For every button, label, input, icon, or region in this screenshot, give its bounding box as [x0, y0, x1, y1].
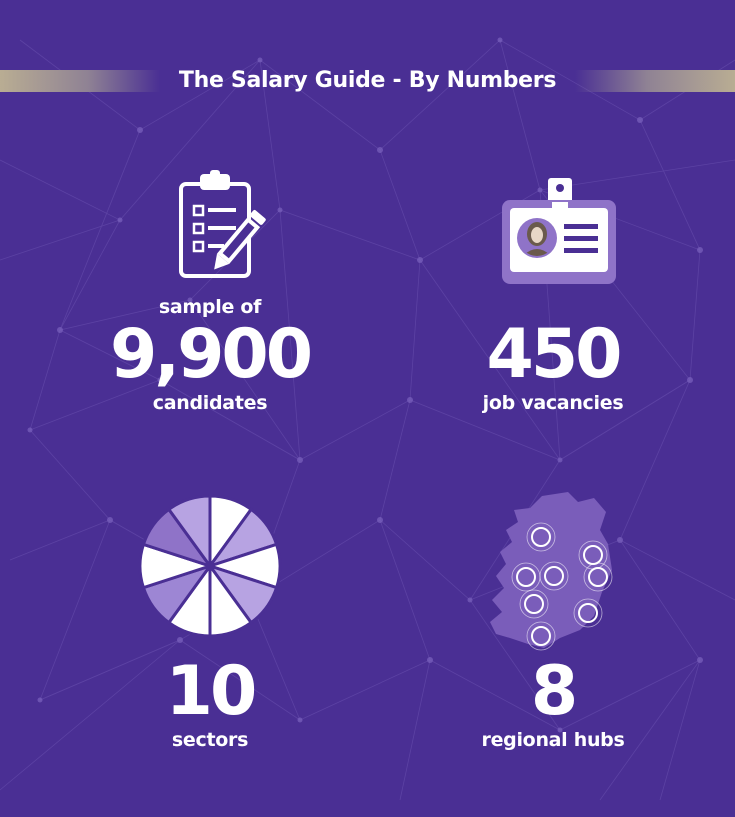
hubs-value: 8 — [530, 652, 578, 731]
pie-slice — [166, 494, 212, 571]
sectors-value: 10 — [165, 652, 258, 731]
stat-candidates: sample of 9,900 candidates — [60, 295, 360, 415]
map-icon — [490, 492, 613, 651]
stat-hubs: 8 regional hubs — [403, 656, 703, 752]
page-title: The Salary Guide - By Numbers — [178, 68, 557, 93]
clipboard-icon — [179, 170, 266, 278]
candidates-label: candidates — [152, 392, 268, 414]
vacancies-label: job vacancies — [482, 392, 624, 414]
banner-bar-right — [575, 70, 735, 92]
pie-icon — [138, 494, 282, 638]
id-badge-icon — [502, 178, 616, 284]
vacancies-value: 450 — [486, 315, 623, 394]
candidates-prefix: sample of — [158, 296, 262, 318]
sectors-label: sectors — [171, 729, 249, 751]
stat-vacancies: 450 job vacancies — [403, 319, 703, 415]
candidates-value: 9,900 — [109, 315, 313, 394]
stat-sectors: 10 sectors — [60, 656, 360, 752]
banner-bar-left — [0, 70, 160, 92]
hubs-label: regional hubs — [481, 729, 625, 751]
header-banner: The Salary Guide - By Numbers — [0, 68, 735, 93]
